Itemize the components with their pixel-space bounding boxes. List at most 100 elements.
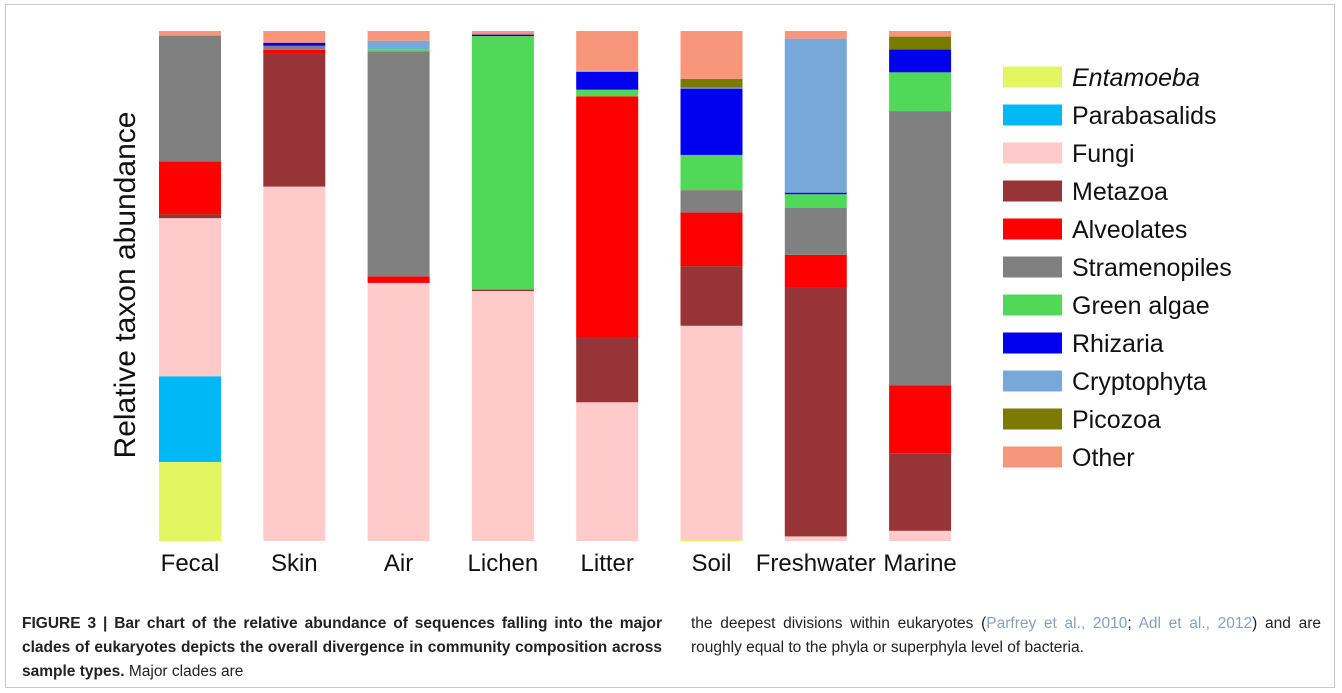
figure-caption-left: FIGURE 3 | Bar chart of the relative abu… xyxy=(22,612,662,684)
legend-swatch-picozoa xyxy=(1003,408,1062,430)
bar-segment-skin-rhizaria xyxy=(263,42,326,46)
bar-segment-soil-fungi xyxy=(680,325,743,540)
legend-label-fungi: Fungi xyxy=(1072,140,1135,168)
bar-segment-marine-metazoa xyxy=(889,453,952,531)
legend-label-green-algae: Green algae xyxy=(1072,292,1210,320)
legend-swatch-other xyxy=(1003,446,1062,468)
bar-segment-skin-other xyxy=(263,31,326,43)
caption-right-pre: the deepest divisions within eukaryotes … xyxy=(691,615,987,632)
caption-right-sep: ; xyxy=(1127,615,1139,632)
bars-layer xyxy=(159,31,952,542)
legend: Entamoeba Parabasalids Fungi Metazoa Alveola… xyxy=(1003,64,1232,472)
legend-label-stramenopiles: Stramenopiles xyxy=(1072,254,1232,282)
legend-swatch-cryptophyta xyxy=(1003,370,1062,392)
x-tick-label-lichen: Lichen xyxy=(468,550,539,577)
bar-segment-air-green-algae xyxy=(367,49,430,52)
bar-segment-freshwater-rhizaria xyxy=(784,192,847,195)
bar-segment-litter-rhizaria xyxy=(576,71,639,90)
bar-segment-soil-entamoeba xyxy=(680,539,743,541)
bar-segment-litter-green-algae xyxy=(576,89,639,97)
legend-label-entamoeba: Entamoeba xyxy=(1072,64,1200,92)
legend-swatch-alveolates xyxy=(1003,218,1062,240)
bar-segment-litter-cryptophyta xyxy=(576,70,639,72)
x-tick-labels: Fecal Skin Air Lichen Litter Soil Freshwater Ma… xyxy=(161,550,957,577)
caption-text-left: Major clades are xyxy=(124,663,244,680)
x-tick-label-fecal: Fecal xyxy=(161,550,220,577)
bar-segment-freshwater-cryptophyta xyxy=(784,38,847,193)
bar-segment-litter-fungi xyxy=(576,402,639,541)
bar-segment-marine-picozoa xyxy=(889,36,952,50)
caption-right-post: ) and are roughly equal to the phyla or … xyxy=(691,615,1321,656)
legend-label-rhizaria: Rhizaria xyxy=(1072,330,1164,358)
legend-swatch-entamoeba xyxy=(1003,66,1062,88)
legend-swatch-metazoa xyxy=(1003,180,1062,202)
bar-segment-fecal-parabasalids xyxy=(159,376,221,462)
bar-segment-air-cryptophyta xyxy=(367,40,430,50)
bar-segment-marine-stramenopiles xyxy=(889,111,952,386)
bar-segment-soil-metazoa xyxy=(680,266,743,326)
bar-segment-soil-cryptophyta xyxy=(680,87,743,89)
bar-segment-marine-green-algae xyxy=(889,72,952,112)
x-tick-label-marine: Marine xyxy=(883,550,956,577)
legend-label-other: Other xyxy=(1072,444,1135,472)
bar-segment-litter-other xyxy=(576,31,639,71)
legend-swatch-fungi xyxy=(1003,142,1062,164)
bar-segment-freshwater-green-algae xyxy=(784,194,847,208)
caption-label: FIGURE 3 | Bar chart of the relative abu… xyxy=(22,615,662,680)
x-tick-label-skin: Skin xyxy=(271,550,318,577)
bar-segment-marine-other xyxy=(889,31,952,37)
legend-swatch-rhizaria xyxy=(1003,332,1062,354)
bar-segment-fecal-other xyxy=(159,31,221,36)
bar-segment-skin-stramenopiles xyxy=(263,45,326,50)
citation-link-1[interactable]: Parfrey et al., 2010 xyxy=(986,615,1128,632)
bar-segment-soil-alveolates xyxy=(680,212,743,267)
stacked-bar-chart: Fecal Skin Air Lichen Litter Soil Freshwater Ma… xyxy=(109,31,1232,577)
bar-segment-marine-rhizaria xyxy=(889,49,952,73)
bar-segment-air-fungi xyxy=(367,282,430,541)
bar-segment-marine-fungi xyxy=(889,530,952,541)
bar-segment-fecal-metazoa xyxy=(159,214,221,219)
x-tick-label-soil: Soil xyxy=(691,550,731,577)
y-axis-label: Relative taxon abundance xyxy=(109,112,142,459)
bar-segment-freshwater-stramenopiles xyxy=(784,207,847,255)
bar-segment-lichen-green-algae xyxy=(471,36,534,290)
legend-label-cryptophyta: Cryptophyta xyxy=(1072,368,1207,396)
citation-link-2[interactable]: Adl et al., 2012 xyxy=(1138,615,1253,632)
bar-segment-soil-stramenopiles xyxy=(680,190,743,213)
figure-caption-right: the deepest divisions within eukaryotes … xyxy=(691,612,1321,660)
bar-segment-soil-rhizaria xyxy=(680,88,743,155)
bar-segment-soil-other xyxy=(680,31,743,79)
bar-segment-skin-fungi xyxy=(263,186,326,542)
bar-segment-lichen-metazoa xyxy=(471,289,534,292)
bar-segment-lichen-fungi xyxy=(471,291,534,541)
x-tick-label-freshwater: Freshwater xyxy=(756,550,876,577)
legend-swatch-green-algae xyxy=(1003,294,1062,316)
bar-segment-freshwater-fungi xyxy=(784,536,847,541)
x-tick-label-air: Air xyxy=(384,550,413,577)
bar-segment-freshwater-alveolates xyxy=(784,254,847,288)
bar-segment-freshwater-metazoa xyxy=(784,287,847,537)
legend-label-metazoa: Metazoa xyxy=(1072,178,1168,206)
bar-segment-skin-alveolates xyxy=(263,49,326,54)
bar-segment-soil-picozoa xyxy=(680,78,743,88)
bar-segment-fecal-alveolates xyxy=(159,161,221,215)
bar-segment-litter-alveolates xyxy=(576,96,639,337)
legend-label-parabasalids: Parabasalids xyxy=(1072,102,1217,130)
bar-segment-fecal-entamoeba xyxy=(159,461,221,541)
bar-segment-marine-alveolates xyxy=(889,385,952,454)
bar-segment-skin-metazoa xyxy=(263,53,326,187)
legend-label-picozoa: Picozoa xyxy=(1072,406,1161,434)
bar-segment-air-stramenopiles xyxy=(367,51,430,277)
legend-swatch-parabasalids xyxy=(1003,104,1062,126)
bar-segment-fecal-fungi xyxy=(159,218,221,377)
bar-segment-air-other xyxy=(367,31,430,41)
legend-label-alveolates: Alveolates xyxy=(1072,216,1187,244)
bar-segment-fecal-stramenopiles xyxy=(159,35,221,162)
x-tick-label-litter: Litter xyxy=(581,550,634,577)
bar-segment-litter-metazoa xyxy=(576,337,639,403)
figure-frame xyxy=(5,4,1335,688)
bar-segment-freshwater-other xyxy=(784,31,847,39)
bar-segment-lichen-other xyxy=(471,31,534,35)
bar-segment-soil-green-algae xyxy=(680,154,743,191)
legend-swatch-stramenopiles xyxy=(1003,256,1062,278)
